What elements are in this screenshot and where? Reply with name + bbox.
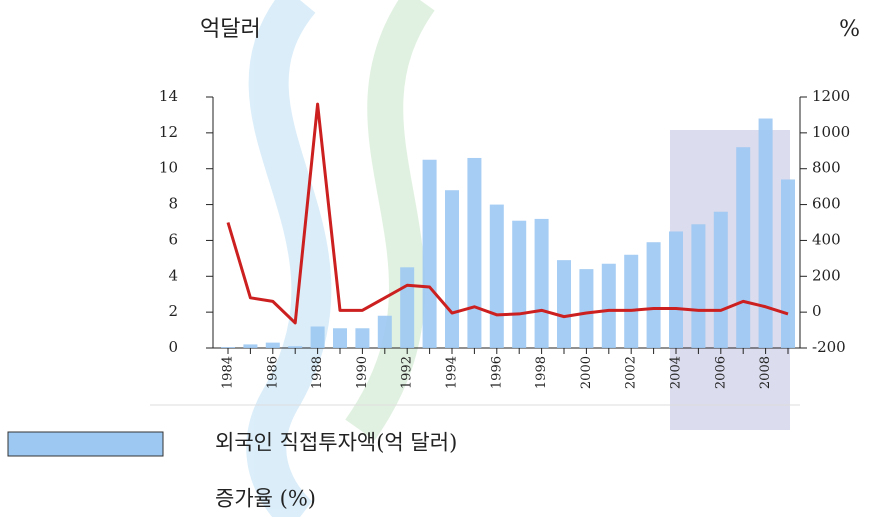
legend-label: 외국인 직접투자액(억 달러) [215,431,457,455]
bar [669,231,683,348]
bar [422,159,437,348]
legend-label: 증가율 (%) [215,487,316,511]
y-tick-label: 2 [168,302,178,320]
bar [333,328,347,348]
y2-tick-label: 800 [812,159,841,177]
bar [400,267,415,348]
line [226,102,789,325]
y2-tick-label: 400 [812,230,841,248]
bar [355,328,370,348]
bar [691,224,706,348]
x-tick-label: 2004 [669,356,684,389]
x-tick-label: 1998 [534,356,549,389]
x-tick-label: 1984 [221,356,236,389]
bar [781,179,795,348]
x-tick-label: 1996 [489,356,504,389]
bar [489,204,504,348]
x-tick-label: 2006 [713,356,728,389]
y2-axis-unit: % [839,17,860,42]
legend-swatch [7,431,164,457]
bar [557,260,571,348]
x-tick-label: 1994 [445,356,460,389]
bar [221,347,235,348]
y-tick-label: 8 [168,195,178,213]
y2-tick-label: 1200 [812,87,850,105]
x-tick-label: 2000 [579,356,594,389]
bar [243,344,258,348]
bar [377,315,392,348]
bar [646,242,661,348]
y-tick-label: 14 [159,87,178,105]
y-tick-label: 12 [159,123,178,141]
bar [758,118,773,348]
bar [579,269,594,348]
x-tick-label: 1988 [310,356,325,389]
bar [288,346,303,348]
y2-tick-label: -200 [812,338,846,356]
bar [624,254,639,348]
y2-tick-label: 600 [812,195,841,213]
x-tick-label: 2002 [624,356,639,389]
bar [736,147,751,348]
y2-tick-label: 200 [812,266,841,284]
x-tick-label: 1990 [355,356,370,389]
y-tick-label: 10 [159,159,178,177]
bar [601,263,616,348]
y-tick-label: 6 [168,230,178,248]
bar [713,211,728,348]
y2-tick-label: 0 [812,302,822,320]
bar [467,157,482,348]
bar [445,190,459,348]
x-tick-label: 2008 [758,356,773,389]
y-tick-label: 4 [168,266,178,284]
bar [310,326,325,348]
bar [265,342,280,348]
x-tick-label: 1986 [265,356,280,389]
bar [512,220,527,348]
y-axis-unit: 억달러 [200,17,261,42]
x-tick-label: 1992 [400,356,415,389]
y-tick-label: 0 [168,338,178,356]
y2-tick-label: 1000 [812,123,850,141]
bar [534,218,549,348]
